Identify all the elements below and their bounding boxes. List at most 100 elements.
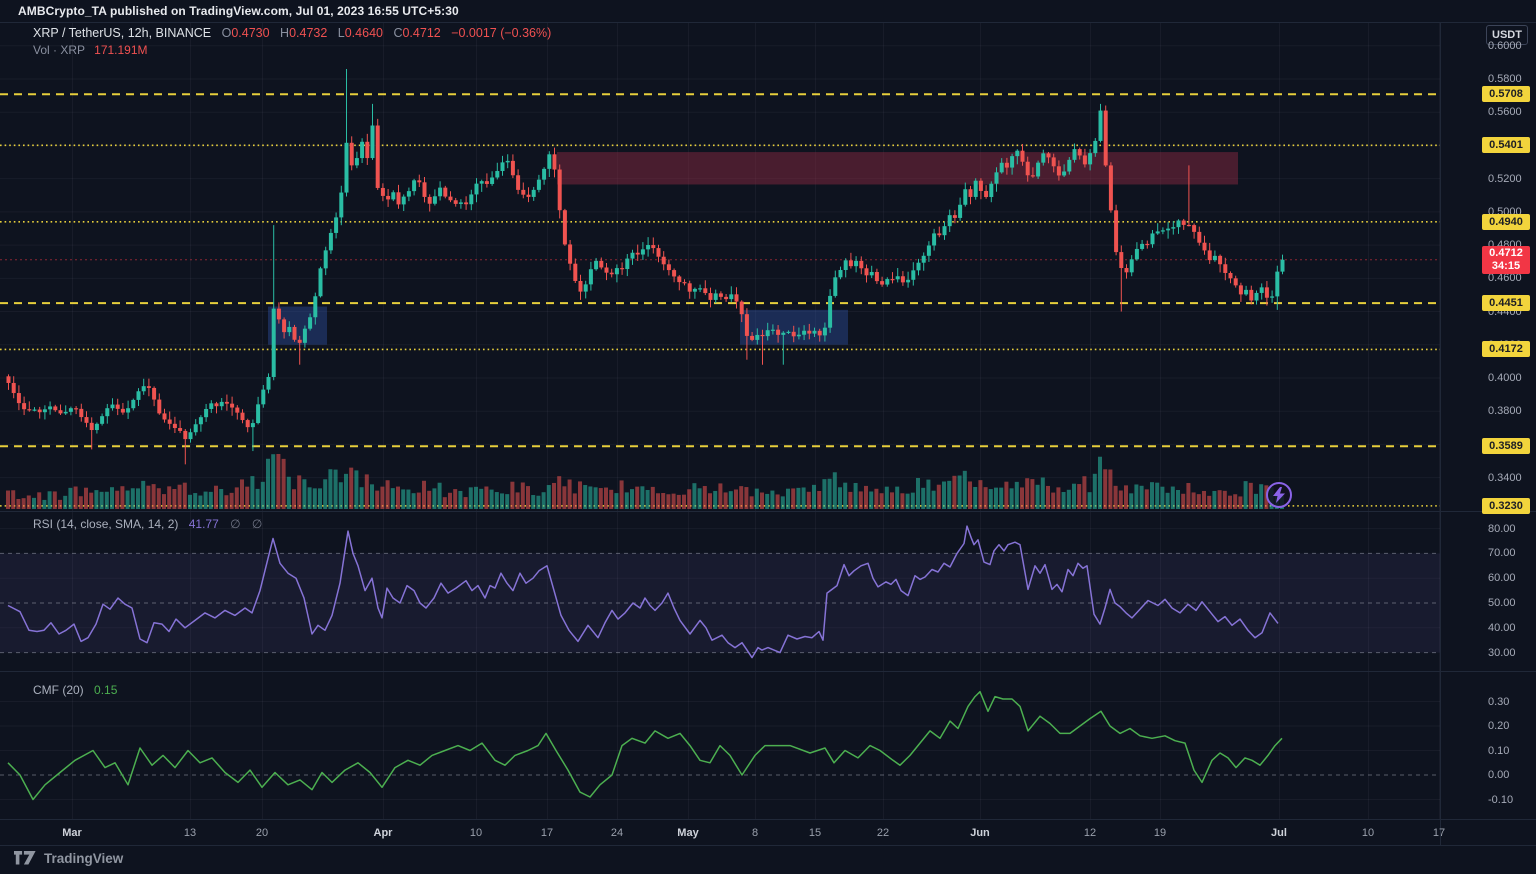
candle-body: [152, 387, 157, 400]
volume-bar: [562, 486, 567, 509]
candle-body: [516, 175, 521, 190]
volume-bar: [1025, 478, 1030, 509]
volume-bar: [500, 493, 504, 509]
candle-body: [464, 202, 469, 205]
candle-body: [469, 194, 474, 205]
volume-bar: [266, 458, 270, 509]
candle-body: [84, 417, 89, 423]
volume-bar: [666, 494, 671, 509]
volume-bar: [479, 488, 484, 509]
candle-body: [932, 233, 937, 246]
volume-bar: [510, 481, 515, 509]
volume-bar: [364, 474, 369, 509]
volume-bar: [1248, 482, 1253, 509]
volume-bar: [957, 475, 962, 509]
price-level-label: 0.4451: [1482, 295, 1530, 312]
time-axis[interactable]: [0, 820, 1440, 846]
volume-bar: [437, 482, 442, 509]
volume-bar: [1020, 487, 1024, 509]
volume-bar: [817, 490, 822, 509]
candle-body: [791, 331, 796, 337]
candle-body: [869, 272, 874, 276]
candle-body: [1015, 150, 1020, 157]
candle-body: [422, 182, 427, 197]
volume-bar: [6, 490, 10, 509]
volume-bar: [697, 488, 702, 509]
volume-bar: [234, 487, 239, 509]
volume-bar: [999, 487, 1004, 509]
cmf-title[interactable]: CMF (20): [33, 683, 84, 697]
candle-body: [583, 284, 588, 292]
volume-bar: [1046, 485, 1050, 509]
volume-bar: [453, 489, 458, 509]
time-axis-label: 12: [1083, 827, 1097, 839]
volume-bar: [333, 469, 338, 509]
volume-bar: [708, 493, 712, 509]
price-level-label: 0.3589: [1482, 438, 1530, 455]
volume-bar: [47, 491, 52, 509]
volume-bar: [1139, 485, 1144, 509]
volume-bar: [58, 499, 62, 509]
candle-body: [287, 326, 292, 333]
volume-bar: [827, 478, 832, 509]
volume-bar: [177, 484, 182, 509]
volume-bar: [474, 486, 478, 509]
candle-body: [1004, 162, 1009, 168]
flash-boost-button[interactable]: [1266, 482, 1292, 508]
demand-zone: [268, 306, 327, 345]
candle-body: [739, 301, 744, 315]
candle-body: [973, 180, 978, 197]
tradingview-logo[interactable]: TradingView: [14, 851, 123, 866]
open-label: O: [221, 26, 232, 40]
volume-bar: [1165, 492, 1170, 509]
volume-bar: [1228, 495, 1232, 509]
volume-bar: [1113, 485, 1118, 509]
volume-bar: [151, 484, 156, 509]
candle-body: [677, 276, 682, 283]
candle-body: [937, 233, 942, 236]
candle-body: [188, 432, 193, 440]
volume-bar: [297, 475, 302, 509]
volume-bar: [1202, 490, 1206, 509]
volume-bar: [115, 490, 120, 509]
candle-body: [744, 314, 749, 336]
candle-body: [1072, 149, 1077, 160]
currency-toggle-button[interactable]: USDT: [1486, 25, 1528, 45]
time-axis-label: May: [677, 827, 699, 839]
rsi-tick-label: 70.00: [1488, 547, 1516, 560]
price-level-label: 0.5708: [1482, 86, 1530, 103]
symbol-title[interactable]: XRP / TetherUS, 12h, BINANCE: [33, 26, 212, 40]
rsi-empty-values: ∅ ∅: [230, 517, 267, 531]
candle-body: [1228, 273, 1233, 279]
candle-body: [1067, 159, 1072, 172]
rsi-title[interactable]: RSI (14, close, SMA, 14, 2): [33, 517, 179, 531]
volume-bar: [692, 483, 697, 509]
volume-bar: [32, 497, 36, 509]
candle-body: [412, 180, 417, 192]
open-value: 0.4730: [231, 26, 270, 40]
volume-bar: [1170, 486, 1175, 509]
volume-bar: [858, 491, 863, 509]
rsi-tick-label: 30.00: [1488, 646, 1516, 659]
volume-bar: [656, 493, 660, 509]
volume-bar: [307, 487, 312, 509]
candle-body: [219, 401, 224, 407]
volume-bar: [78, 496, 83, 509]
candle-body: [672, 270, 677, 277]
candle-body: [562, 210, 567, 245]
volume-bar: [229, 492, 234, 509]
volume-bar: [864, 485, 868, 509]
candle-body: [854, 260, 859, 267]
volume-bar: [1144, 489, 1149, 509]
volume-bar: [370, 484, 374, 509]
candle-body: [438, 187, 443, 197]
candle-body: [1103, 110, 1108, 166]
candle-body: [989, 183, 994, 197]
volume-bar: [37, 492, 42, 509]
volume-bar: [68, 487, 73, 509]
candle-body: [807, 330, 812, 334]
candle-body: [984, 190, 989, 197]
candle-body: [360, 141, 365, 159]
